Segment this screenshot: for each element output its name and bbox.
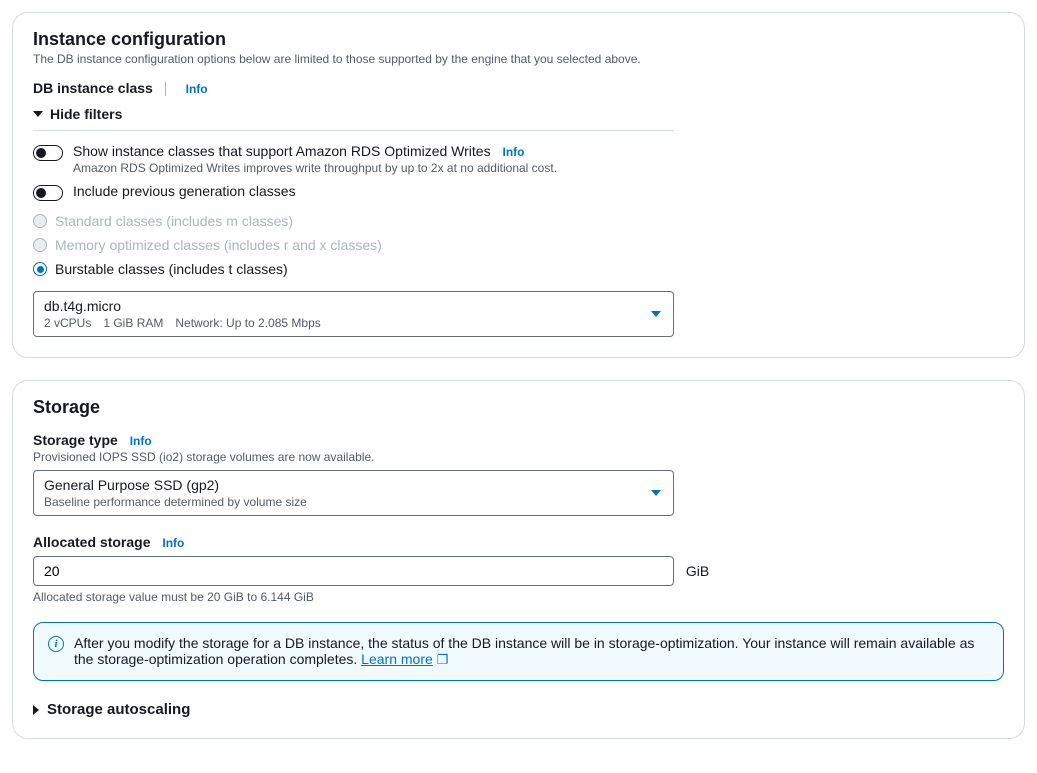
db-instance-class-label: DB instance class xyxy=(33,80,153,96)
divider-line xyxy=(33,130,674,131)
instance-config-subtitle: The DB instance configuration options be… xyxy=(33,52,1004,66)
db-instance-class-info-link[interactable]: Info xyxy=(186,82,208,96)
storage-type-helper: Provisioned IOPS SSD (io2) storage volum… xyxy=(33,450,1004,464)
caret-right-icon xyxy=(33,705,39,715)
optimized-writes-label: Show instance classes that support Amazo… xyxy=(73,143,491,159)
allocated-storage-unit: GiB xyxy=(686,563,709,579)
allocated-storage-block: Allocated storage Info GiB Allocated sto… xyxy=(33,534,1004,604)
chevron-down-icon xyxy=(651,490,661,496)
allocated-storage-label: Allocated storage xyxy=(33,534,150,550)
optimized-writes-desc: Amazon RDS Optimized Writes improves wri… xyxy=(73,161,557,175)
prev-gen-label: Include previous generation classes xyxy=(73,183,296,199)
storage-panel: Storage Storage type Info Provisioned IO… xyxy=(12,380,1025,739)
prev-gen-toggle[interactable] xyxy=(33,185,63,201)
radio-standard-label: Standard classes (includes m classes) xyxy=(55,213,293,229)
storage-autoscaling-label: Storage autoscaling xyxy=(47,701,190,718)
hide-filters-label: Hide filters xyxy=(50,106,122,122)
prev-gen-toggle-row: Include previous generation classes xyxy=(33,183,1004,201)
instance-type-specs: 2 vCPUs1 GiB RAMNetwork: Up to 2.085 Mbp… xyxy=(44,316,639,330)
optimized-writes-toggle[interactable] xyxy=(33,145,63,161)
learn-more-link[interactable]: Learn more xyxy=(361,651,433,667)
allocated-storage-input[interactable] xyxy=(33,556,674,586)
instance-configuration-panel: Instance configuration The DB instance c… xyxy=(12,12,1025,358)
optimized-writes-info-link[interactable]: Info xyxy=(502,145,524,159)
storage-type-block: Storage type Info Provisioned IOPS SSD (… xyxy=(33,432,1004,516)
radio-icon xyxy=(33,214,47,228)
instance-class-radio-group: Standard classes (includes m classes) Me… xyxy=(33,209,1004,281)
allocated-storage-info-link[interactable]: Info xyxy=(162,536,184,550)
caret-down-icon xyxy=(33,111,43,117)
storage-type-name: General Purpose SSD (gp2) xyxy=(44,477,639,493)
storage-info-banner: i After you modify the storage for a DB … xyxy=(33,622,1004,681)
instance-type-name: db.t4g.micro xyxy=(44,298,639,314)
optimized-writes-toggle-row: Show instance classes that support Amazo… xyxy=(33,143,1004,175)
db-instance-class-row: DB instance class Info xyxy=(33,80,1004,96)
storage-type-info-link[interactable]: Info xyxy=(130,434,152,448)
radio-burstable[interactable]: Burstable classes (includes t classes) xyxy=(33,257,1004,281)
radio-burstable-label: Burstable classes (includes t classes) xyxy=(55,261,288,277)
radio-icon xyxy=(33,262,47,276)
radio-memory-label: Memory optimized classes (includes r and… xyxy=(55,237,382,253)
storage-type-label: Storage type xyxy=(33,432,118,448)
info-icon: i xyxy=(48,636,64,652)
storage-type-desc: Baseline performance determined by volum… xyxy=(44,495,639,509)
allocated-storage-constraint: Allocated storage value must be 20 GiB t… xyxy=(33,590,1004,604)
instance-config-title: Instance configuration xyxy=(33,29,1004,50)
storage-title: Storage xyxy=(33,397,1004,418)
chevron-down-icon xyxy=(651,311,661,317)
radio-memory: Memory optimized classes (includes r and… xyxy=(33,233,1004,257)
divider xyxy=(165,82,166,96)
storage-type-select[interactable]: General Purpose SSD (gp2) Baseline perfo… xyxy=(33,470,674,516)
radio-icon xyxy=(33,238,47,252)
external-link-icon: ❐ xyxy=(437,652,449,667)
instance-type-select[interactable]: db.t4g.micro 2 vCPUs1 GiB RAMNetwork: Up… xyxy=(33,291,674,337)
hide-filters-toggle[interactable]: Hide filters xyxy=(33,106,1004,122)
radio-standard: Standard classes (includes m classes) xyxy=(33,209,1004,233)
storage-banner-text: After you modify the storage for a DB in… xyxy=(74,635,989,668)
storage-autoscaling-toggle[interactable]: Storage autoscaling xyxy=(33,701,1004,718)
